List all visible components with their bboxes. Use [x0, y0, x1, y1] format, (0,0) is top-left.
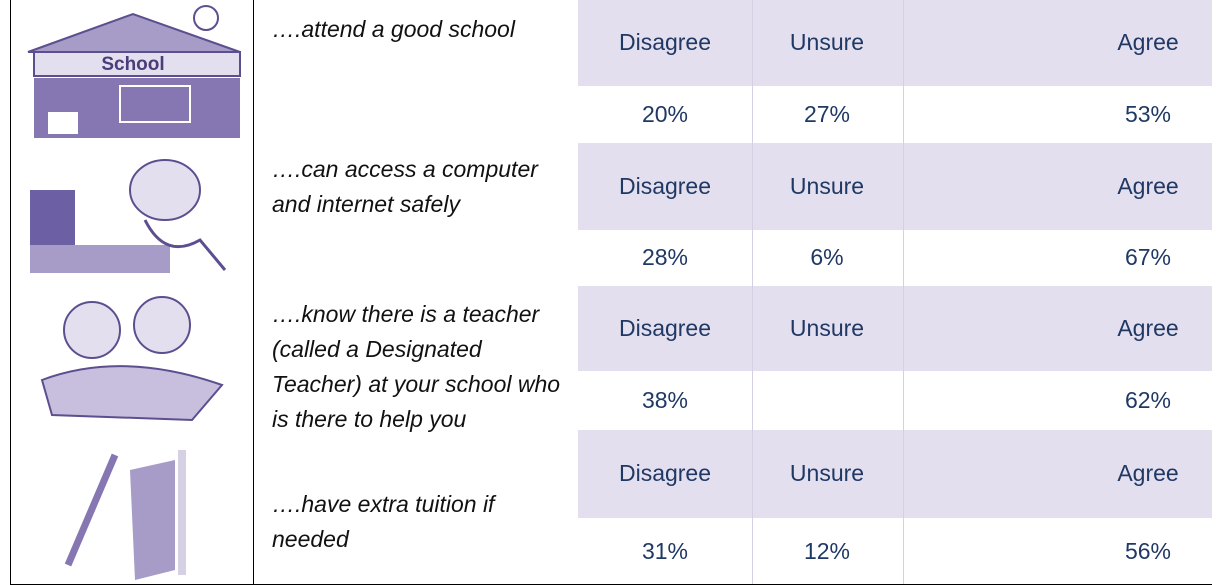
teacher-icon [40, 296, 224, 422]
column-header: Unsure [789, 314, 865, 341]
column-header: Unsure [789, 29, 865, 55]
column-header: Disagree [618, 29, 712, 55]
percentage: 53% [1124, 100, 1172, 127]
percentage: 27% [803, 100, 851, 127]
percentage: 31% [641, 537, 689, 564]
column-divider [903, 0, 904, 585]
percentage: 67% [1124, 244, 1172, 270]
computer-icon [30, 159, 227, 273]
statement: ….have extra tuition if needed [272, 491, 495, 552]
border [10, 0, 11, 585]
percentage: 12% [803, 537, 851, 564]
statement: ….can access a computer and internet saf… [272, 156, 538, 217]
column-header: Agree [1117, 172, 1179, 199]
percentage: 20% [641, 100, 689, 127]
header-band [578, 0, 1212, 86]
statement: ….attend a good school [272, 16, 515, 42]
icon-label: School [101, 54, 164, 75]
percentage: 56% [1124, 537, 1172, 564]
column-header: Disagree [618, 172, 712, 199]
column-header: Agree [1117, 29, 1179, 55]
column-header: Unsure [789, 172, 865, 199]
percentage: 38% [641, 386, 689, 413]
percentage: 6% [810, 244, 844, 270]
header-band [578, 286, 1212, 371]
column-header: Agree [1117, 314, 1179, 341]
column-divider [752, 0, 753, 585]
header-band [578, 430, 1212, 518]
header-band [578, 143, 1212, 230]
column-header: Unsure [789, 460, 865, 486]
border [253, 0, 254, 585]
column-header: Disagree [618, 314, 712, 341]
column-header: Disagree [618, 460, 712, 486]
statement: ….know there is a teacher (called a Desi… [272, 301, 561, 432]
school-icon: School [27, 5, 241, 138]
book-icon [64, 450, 186, 580]
column-header: Agree [1117, 460, 1179, 486]
percentage: 62% [1124, 386, 1172, 413]
percentage: 28% [641, 244, 689, 270]
